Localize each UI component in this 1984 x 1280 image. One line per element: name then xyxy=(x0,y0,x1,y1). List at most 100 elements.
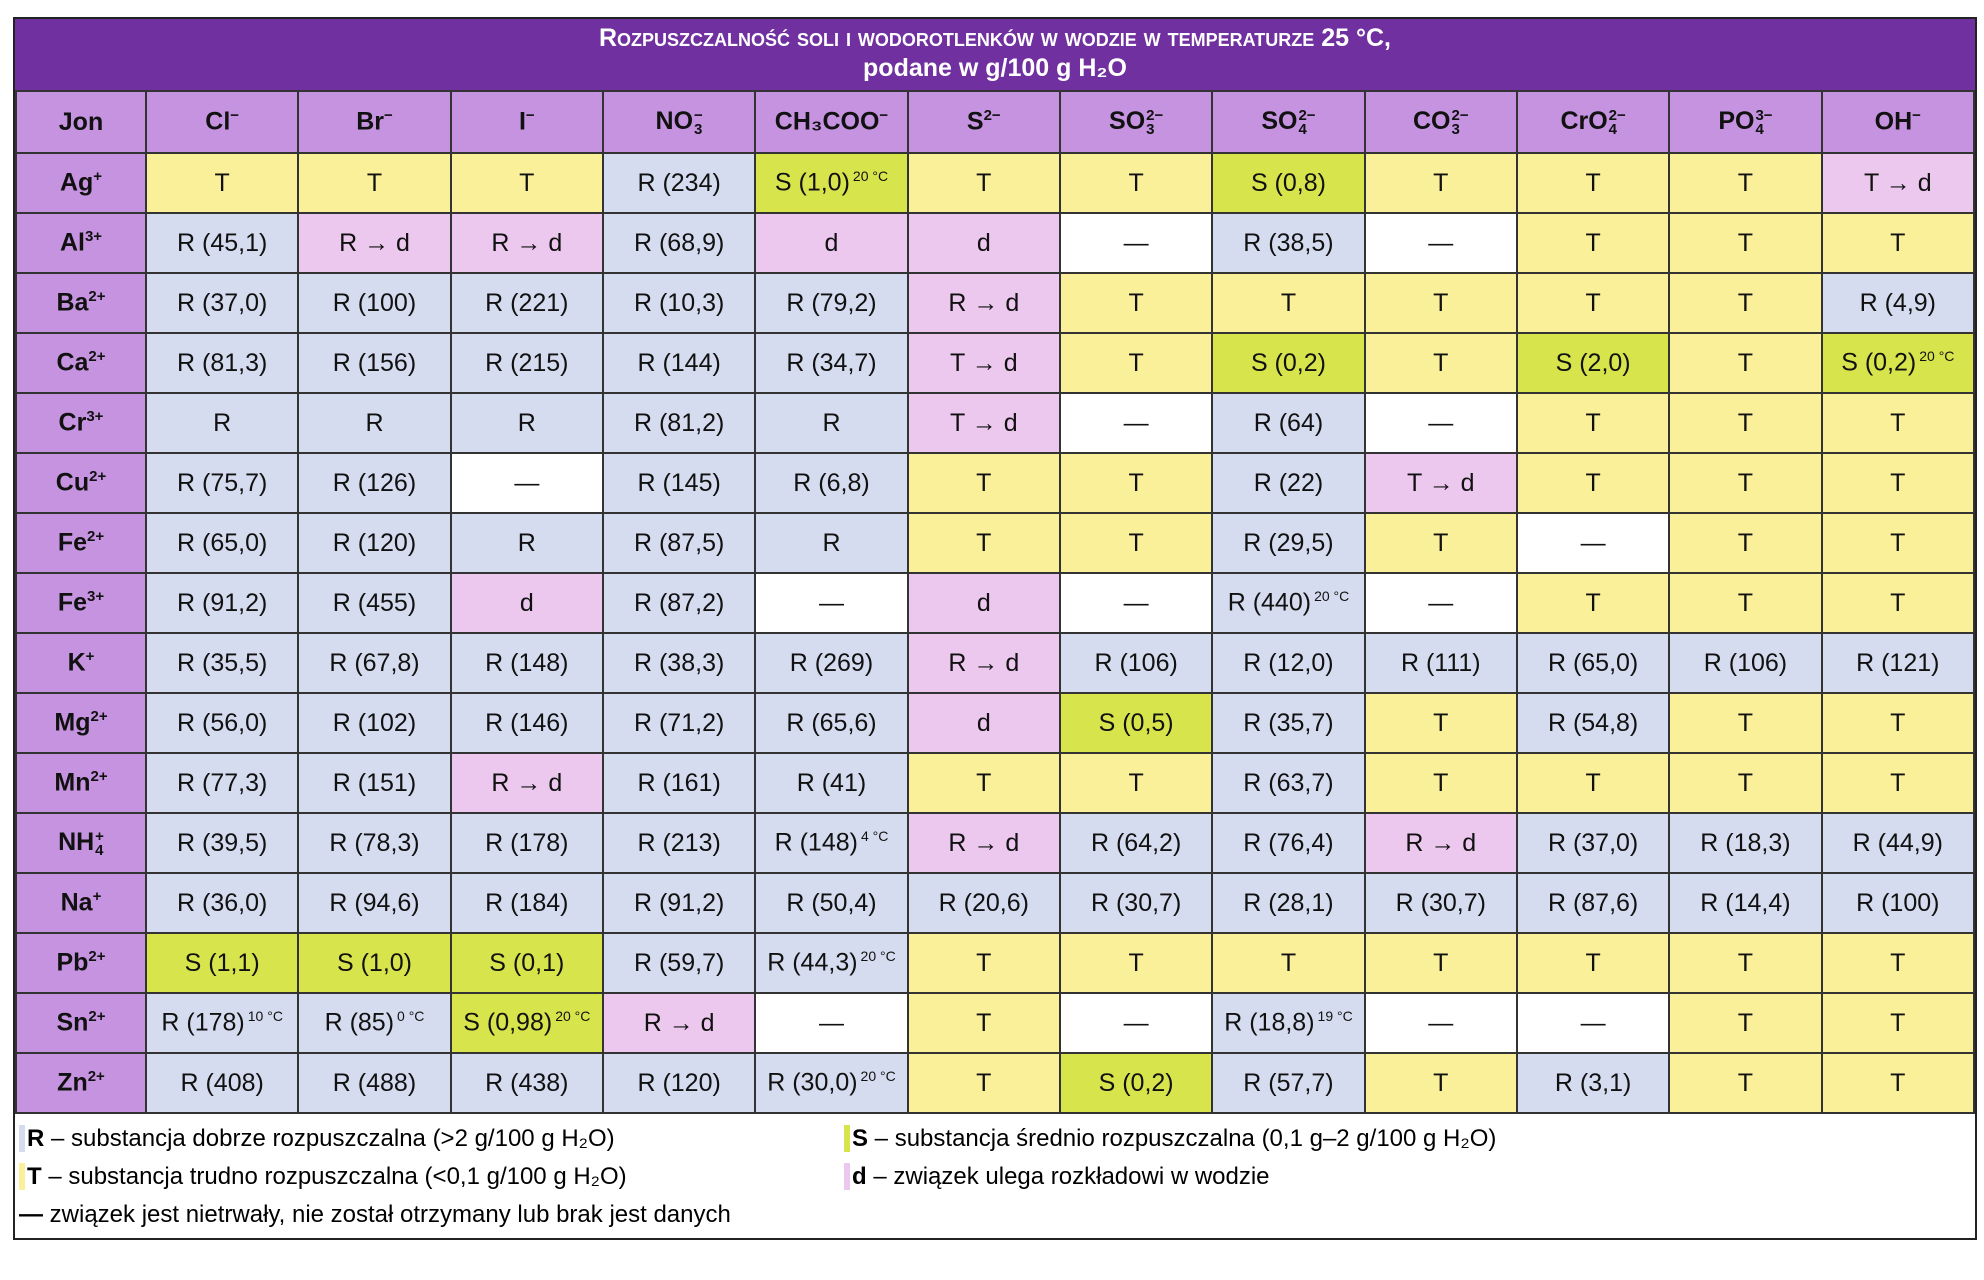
ion-charge-index: 2− 3 xyxy=(1146,106,1164,137)
legend-item: S – substancja średnio rozpuszczalna (0,… xyxy=(844,1120,1971,1158)
row-cation: NH +4 xyxy=(15,812,147,874)
ion-charge: + xyxy=(93,168,103,186)
solubility-cell: T xyxy=(1515,932,1671,994)
ion-base: OH xyxy=(1874,107,1913,136)
solubility-cell: R (215) xyxy=(449,332,604,394)
row-cation: Zn2+ xyxy=(15,1052,147,1114)
solubility-cell: R (35,7) xyxy=(1211,692,1366,754)
solubility-cell: T xyxy=(1820,752,1976,814)
solubility-cell: R (65,0) xyxy=(144,512,300,574)
ion-charge: 2+ xyxy=(88,1008,106,1026)
solubility-cell: T xyxy=(1515,152,1671,214)
solubility-cell: R (111) xyxy=(1363,632,1518,694)
ion-index: 4 xyxy=(95,841,104,859)
row-cation: Ba2+ xyxy=(15,272,147,334)
solubility-cell: R (35,5) xyxy=(144,632,300,694)
ion-base: SO xyxy=(1261,107,1298,136)
ion-base: Ba xyxy=(56,288,89,317)
header-row: Jon Cl− Br− I− NO −3 CH₃COO− S2− SO 2− 3 SO 2− 4 CO 2−… xyxy=(15,90,1976,154)
solubility-cell: R (161) xyxy=(601,752,757,814)
solubility-cell: R (100) xyxy=(297,272,452,334)
solubility-cell: T xyxy=(1515,272,1671,334)
solubility-cell: — xyxy=(1363,572,1518,634)
solubility-cell: T xyxy=(1363,752,1518,814)
ion-index: 4 xyxy=(1608,120,1618,138)
solubility-cell: — xyxy=(449,452,604,514)
header-anion: NO −3 xyxy=(601,90,757,154)
ion-charge: − xyxy=(525,107,535,125)
solubility-cell: R (87,5) xyxy=(601,512,757,574)
solubility-cell: R (488) xyxy=(297,1052,452,1114)
solubility-cell: T xyxy=(1820,572,1976,634)
solubility-cell: R (71,2) xyxy=(601,692,757,754)
solubility-cell: R (81,2) xyxy=(601,392,757,454)
solubility-cell: T xyxy=(1820,1052,1976,1114)
solubility-cell: R (6,8) xyxy=(754,452,909,514)
solubility-cell: T xyxy=(1363,332,1518,394)
solubility-cell: R (12,0) xyxy=(1211,632,1366,694)
ion-base: Pb xyxy=(56,948,89,977)
solubility-cell: R (4,9) xyxy=(1820,272,1976,334)
solubility-cell: T xyxy=(906,1052,1061,1114)
solubility-cell: S (0,5) xyxy=(1058,692,1214,754)
solubility-cell: T xyxy=(1515,752,1671,814)
cell-value: R (30,0) xyxy=(767,1068,858,1097)
ion-charge: 2− xyxy=(1298,106,1316,124)
ion-index: 4 xyxy=(1755,120,1764,138)
ion-base: Ag xyxy=(59,168,94,197)
solubility-cell: T xyxy=(1363,152,1518,214)
table-row: Cr3+ R R R R (81,2) R T → d — R (64) — T T T xyxy=(15,392,1976,454)
solubility-cell: T xyxy=(906,512,1061,574)
header-anion: CrO 2− 4 xyxy=(1515,90,1671,154)
solubility-cell: T xyxy=(1668,992,1823,1054)
solubility-cell: T xyxy=(1363,1052,1518,1114)
solubility-cell: T xyxy=(144,152,300,214)
solubility-cell: R (30,7) xyxy=(1363,872,1518,934)
cell-value: R (440) xyxy=(1227,588,1312,617)
solubility-cell: R (146) xyxy=(449,692,604,754)
solubility-cell: R (438) xyxy=(449,1052,604,1114)
row-cation: K+ xyxy=(15,632,147,694)
table-row: Mg2+ R (56,0) R (102) R (146) R (71,2) R (65,… xyxy=(15,692,1976,754)
legend-text: – substancja średnio rozpuszczalna (0,1 … xyxy=(868,1125,1497,1152)
solubility-cell: R (39,5) xyxy=(144,812,300,874)
solubility-cell: T xyxy=(906,992,1061,1054)
solubility-cell: T xyxy=(1515,212,1671,274)
legend-item: R – substancja dobrze rozpuszczalna (>2 … xyxy=(19,1120,844,1158)
solubility-cell: R (38,3) xyxy=(601,632,757,694)
solubility-cell: S (0,8) xyxy=(1211,152,1366,214)
solubility-cell: R (87,2) xyxy=(601,572,757,634)
ion-base: Na xyxy=(60,888,93,917)
ion-charge-index: −3 xyxy=(694,108,703,137)
solubility-cell: R (30,0) 20 °C xyxy=(754,1052,909,1114)
solubility-cell: T xyxy=(1515,392,1671,454)
table-row: Sn2+ R (178) 10 °C R (85) 0 °C S (0,98) 20 °C R… xyxy=(15,992,1976,1054)
solubility-cell: R → d xyxy=(906,272,1061,334)
solubility-table-panel: Rozpuszczalność soli i wodorotlenków w w… xyxy=(13,17,1977,1240)
solubility-cell: R (120) xyxy=(297,512,452,574)
solubility-cell: R (269) xyxy=(754,632,909,694)
row-cation: Cu2+ xyxy=(15,452,147,514)
solubility-cell: T xyxy=(1515,452,1671,514)
solubility-cell: — xyxy=(1058,992,1214,1054)
cell-value: R (148) xyxy=(774,828,858,857)
solubility-cell: T xyxy=(1820,452,1976,514)
solubility-cell: T xyxy=(1668,932,1823,994)
solubility-cell: R → d xyxy=(297,212,452,274)
solubility-cell: T xyxy=(1668,272,1823,334)
ion-charge-index: 2− 3 xyxy=(1451,108,1468,137)
solubility-cell: R (44,3) 20 °C xyxy=(754,932,909,994)
temperature-note: 20 °C xyxy=(555,1008,591,1025)
legend-text: – substancja dobrze rozpuszczalna (>2 g/… xyxy=(44,1125,615,1152)
ion-base: Al xyxy=(59,228,85,257)
solubility-cell: S (1,1) xyxy=(144,932,300,994)
legend-item: d – związek ulega rozkładowi w wodzie xyxy=(844,1158,1971,1196)
ion-base: CH₃COO xyxy=(774,107,880,136)
solubility-cell: T xyxy=(1668,1052,1823,1114)
row-cation: Mg2+ xyxy=(15,692,147,754)
ion-charge: 2− xyxy=(1146,106,1164,124)
solubility-cell: T → d xyxy=(906,392,1061,454)
solubility-cell: — xyxy=(1363,992,1518,1054)
legend-item: T – substancja trudno rozpuszczalna (<0,… xyxy=(19,1158,844,1196)
solubility-cell: R → d xyxy=(449,212,604,274)
